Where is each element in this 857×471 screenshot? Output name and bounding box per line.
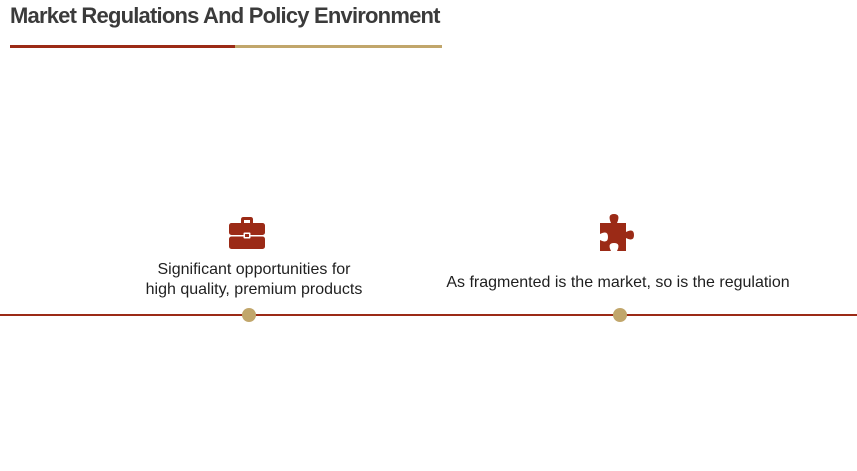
timeline-caption-1: Significant opportunities for high quali… <box>104 260 404 300</box>
timeline-caption-2: As fragmented is the market, so is the r… <box>446 274 790 291</box>
puzzle-piece-icon <box>600 214 634 251</box>
title-underline <box>10 45 442 48</box>
title-underline-gold <box>235 45 442 48</box>
timeline-caption-1-line-1: Significant opportunities for <box>157 261 351 278</box>
timeline-marker-1 <box>242 308 256 322</box>
page-title: Market Regulations And Policy Environmen… <box>10 3 440 28</box>
timeline-caption-1-line-2: high quality, premium products <box>145 281 363 298</box>
timeline-marker-2 <box>613 308 627 322</box>
title-underline-red <box>10 45 235 48</box>
briefcase-icon <box>229 217 265 249</box>
timeline-line <box>0 314 857 316</box>
